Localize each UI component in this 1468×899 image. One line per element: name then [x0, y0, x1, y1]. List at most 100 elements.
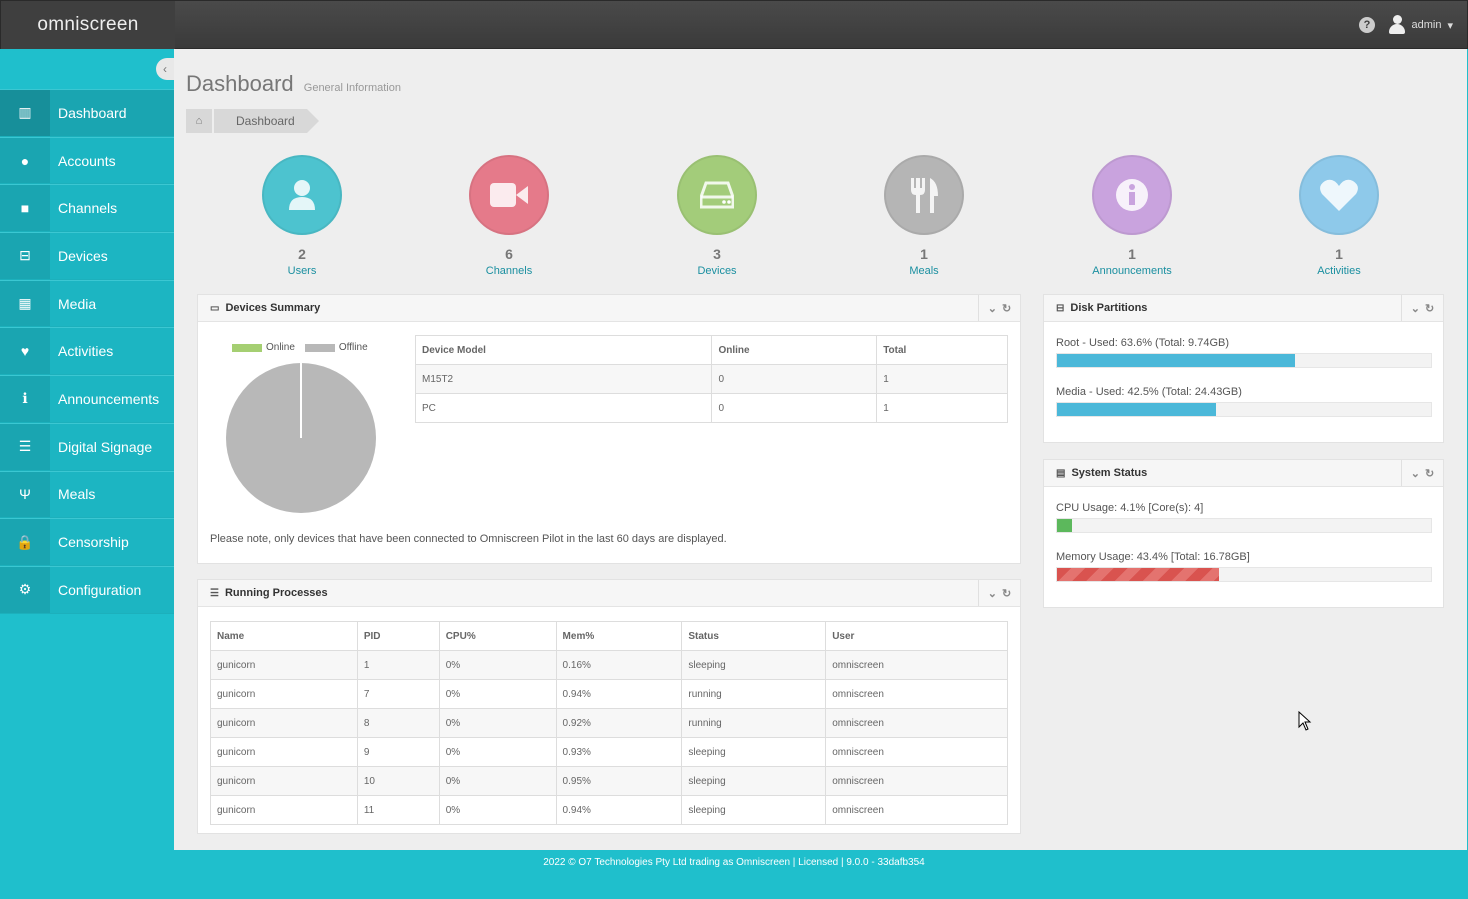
sidebar-item-label: Accounts	[50, 137, 174, 184]
film-icon: ▦	[0, 280, 50, 327]
chevron-down-icon[interactable]: ⌄	[1410, 467, 1420, 480]
stat-label[interactable]: Devices	[697, 265, 737, 277]
system-bars: CPU Usage: 4.1% [Core(s): 4] Memory Usage…	[1056, 502, 1432, 600]
refresh-icon[interactable]: ↻	[1002, 587, 1012, 600]
sidebar-item-label: Channels	[50, 185, 174, 232]
chevron-down-icon[interactable]: ⌄	[987, 302, 997, 315]
progress-bar-fill	[1057, 568, 1220, 581]
progress-bar-fill	[1057, 519, 1073, 532]
sidebar-item-label: Activities	[50, 328, 174, 375]
stat-count: 1	[920, 246, 928, 262]
sidebar-item-dashboard[interactable]: ▥ Dashboard	[0, 89, 174, 137]
table-cell: 1	[356, 650, 440, 680]
sidebar-item-label: Announcements	[50, 376, 174, 422]
sidebar-item-media[interactable]: ▦ Media	[0, 279, 174, 328]
stat-users[interactable]: 2 Users	[252, 155, 352, 277]
chevron-down-icon[interactable]: ⌄	[1410, 302, 1420, 315]
disk-bars: Root - Used: 63.6% (Total: 9.74GB) Media …	[1056, 337, 1432, 435]
table-row: gunicorn 11 0% 0.94% sleeping omniscreen	[210, 795, 1008, 825]
column-header[interactable]: Status	[681, 621, 827, 651]
stat-meals[interactable]: 1 Meals	[874, 155, 974, 277]
table-cell: 0.95%	[555, 766, 683, 796]
user-menu[interactable]: admin ▾	[1388, 15, 1453, 35]
cogs-icon: ⚙	[0, 566, 50, 613]
stat-label[interactable]: Announcements	[1092, 265, 1172, 277]
brand-logo[interactable]: omniscreen	[1, 1, 175, 49]
column-header[interactable]: Mem%	[555, 621, 683, 651]
stat-count: 1	[1128, 246, 1136, 262]
home-icon[interactable]: ⌂	[186, 109, 212, 133]
user-icon[interactable]	[262, 155, 342, 235]
table-row: gunicorn 8 0% 0.92% running omniscreen	[210, 708, 1008, 738]
table-cell: omniscreen	[825, 708, 1008, 738]
heart-icon[interactable]	[1299, 155, 1379, 235]
heart-icon: ♥	[0, 328, 50, 375]
sidebar-collapse-button[interactable]: ‹	[156, 58, 174, 80]
hdd-icon[interactable]	[677, 155, 757, 235]
devices-pie-chart	[226, 363, 376, 513]
page-title-text: Dashboard	[186, 71, 294, 96]
sidebar-item-configuration[interactable]: ⚙ Configuration	[0, 565, 174, 614]
stat-activities[interactable]: 1 Activities	[1289, 155, 1389, 277]
column-header[interactable]: CPU%	[438, 621, 557, 651]
devices-summary-panel: ▭ Devices Summary ⌄ ↻ Online Offline Dev…	[197, 294, 1021, 564]
sidebar-item-announcements[interactable]: ℹ Announcements	[0, 375, 174, 423]
table-cell: 7	[356, 679, 440, 709]
lock-icon: 🔒	[0, 519, 50, 565]
disk-partitions-panel: ⊟ Disk Partitions ⌄ ↻ Root - Used: 63.6%…	[1043, 294, 1444, 443]
hdd-icon: ⊟	[0, 233, 50, 279]
table-cell: 0.92%	[555, 708, 683, 738]
usage-label: Root - Used: 63.6% (Total: 9.74GB)	[1056, 337, 1230, 349]
table-row: gunicorn 9 0% 0.93% sleeping omniscreen	[210, 737, 1008, 767]
stat-channels[interactable]: 6 Channels	[459, 155, 559, 277]
column-header[interactable]: Total	[876, 335, 1008, 365]
breadcrumb-current[interactable]: Dashboard	[214, 109, 319, 133]
usage-label: Memory Usage: 43.4% [Total: 16.78GB]	[1056, 551, 1250, 563]
system-status-panel: ▤ System Status ⌄ ↻ CPU Usage: 4.1% [Cor…	[1043, 459, 1444, 608]
table-cell: 0%	[438, 650, 557, 680]
stat-announcements[interactable]: 1 Announcements	[1082, 155, 1182, 277]
refresh-icon[interactable]: ↻	[1425, 467, 1435, 480]
sidebar-item-digital-signage[interactable]: ☰ Digital Signage	[0, 422, 174, 471]
process-table: Name PID CPU% Mem% Status User gunicorn 1 0% 0.16…	[210, 621, 1008, 825]
stat-label[interactable]: Activities	[1317, 265, 1361, 277]
table-cell: gunicorn	[210, 737, 358, 767]
sidebar-item-activities[interactable]: ♥ Activities	[0, 327, 174, 376]
question-circle-icon[interactable]: ?	[1359, 17, 1375, 33]
desktop-icon: ▭	[210, 302, 220, 314]
sidebar-item-channels[interactable]: ■ Channels	[0, 184, 174, 233]
table-cell: gunicorn	[210, 650, 358, 680]
sidebar-item-meals[interactable]: Ψ Meals	[0, 470, 174, 519]
panel-title: Devices Summary	[225, 302, 321, 314]
table-cell: omniscreen	[825, 650, 1008, 680]
usage-label: Media - Used: 42.5% (Total: 24.43GB)	[1056, 386, 1242, 398]
table-row: gunicorn 7 0% 0.94% running omniscreen	[210, 679, 1008, 709]
sidebar-item-label: Censorship	[50, 519, 174, 565]
stat-devices[interactable]: 3 Devices	[667, 155, 767, 277]
usage-label: CPU Usage: 4.1% [Core(s): 4]	[1056, 502, 1204, 514]
panel-header: ☰ Running Processes ⌄ ↻	[198, 580, 1020, 607]
chevron-down-icon[interactable]: ⌄	[987, 587, 997, 600]
video-camera-icon[interactable]	[469, 155, 549, 235]
stat-label[interactable]: Meals	[909, 265, 939, 277]
sidebar-item-label: Configuration	[50, 566, 174, 613]
cutlery-icon[interactable]	[884, 155, 964, 235]
list-icon: ☰	[0, 423, 50, 470]
table-cell: 0	[711, 393, 878, 423]
refresh-icon[interactable]: ↻	[1425, 302, 1435, 315]
sidebar-item-censorship[interactable]: 🔒 Censorship	[0, 518, 174, 566]
column-header[interactable]: PID	[356, 621, 440, 651]
column-header[interactable]: Name	[210, 621, 358, 651]
refresh-icon[interactable]: ↻	[1002, 302, 1012, 315]
column-header[interactable]: User	[825, 621, 1008, 651]
info-icon[interactable]	[1092, 155, 1172, 235]
table-cell: 0.94%	[555, 795, 683, 825]
progress-bar-fill	[1057, 403, 1216, 416]
stat-label[interactable]: Channels	[485, 265, 533, 277]
stat-label[interactable]: Users	[287, 265, 317, 277]
column-header[interactable]: Online	[711, 335, 878, 365]
sidebar-item-accounts[interactable]: ● Accounts	[0, 136, 174, 185]
sidebar-item-devices[interactable]: ⊟ Devices	[0, 232, 174, 280]
usage-bar-group: Media - Used: 42.5% (Total: 24.43GB)	[1056, 386, 1432, 417]
column-header[interactable]: Device Model	[414, 335, 713, 365]
